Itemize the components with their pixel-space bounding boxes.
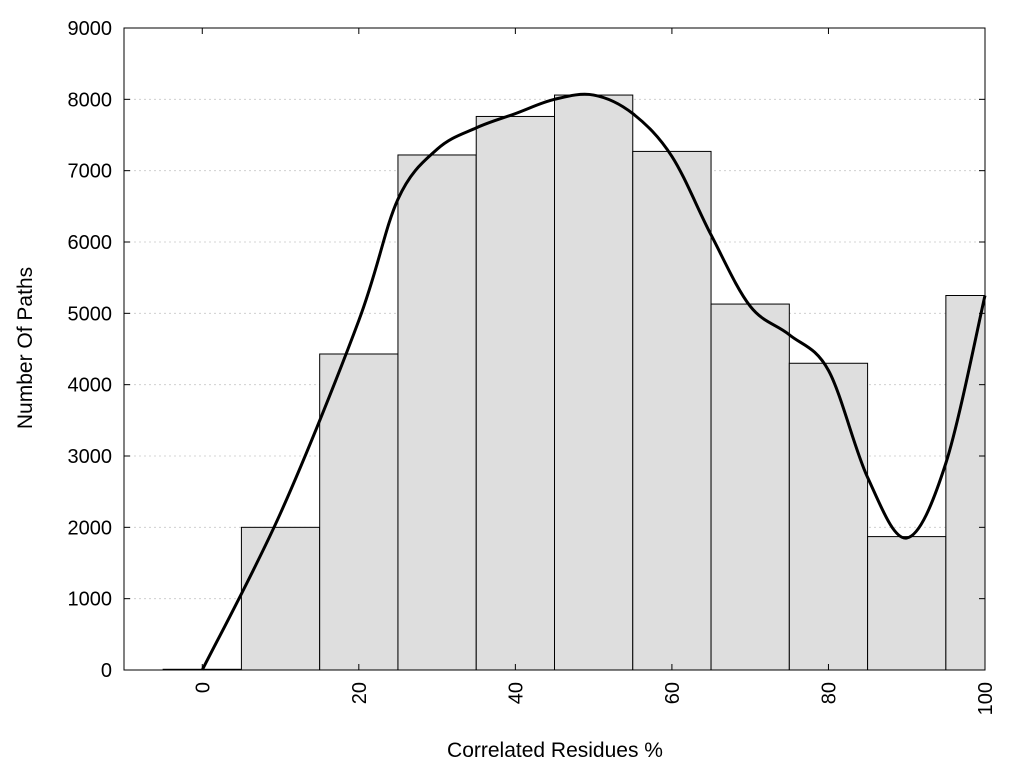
x-tick-label-60: 60 [662,682,684,704]
bar-90 [867,536,947,671]
y-tick-label-2000: 2000 [68,517,113,539]
y-tick-label-6000: 6000 [68,232,113,254]
y-tick-label-7000: 7000 [68,161,113,183]
curve-line [200,92,987,671]
bar-60 [632,150,712,671]
y-tick-label-9000: 9000 [68,18,113,40]
x-axis-label: Correlated Residues % [447,739,663,762]
bar-70 [710,303,790,671]
bar-30 [397,154,477,671]
y-axis-label: Number Of Paths [14,267,37,429]
x-tick-label-20: 20 [349,682,371,704]
y-tick-label-3000: 3000 [68,446,113,468]
bar-20 [319,353,399,671]
y-tick-label-5000: 5000 [68,303,113,325]
bar-100 [945,295,986,671]
x-tick-label-100: 100 [975,682,997,715]
x-tick-label-0: 0 [192,682,214,693]
y-axis-ticks: 0 1000 2000 3000 4000 5000 6000 7000 8000 9000 [68,18,985,682]
y-tick-label-1000: 1000 [68,589,113,611]
bars [162,94,986,671]
y-tick-label-0: 0 [101,660,112,682]
x-tick-label-40: 40 [505,682,527,704]
bar-80 [788,362,869,671]
bar-40 [475,115,555,671]
x-tick-label-80: 80 [818,682,840,704]
bar-50 [554,94,634,671]
plot-frame [123,27,986,671]
y-tick-label-4000: 4000 [68,375,113,397]
smoothed-curve [200,92,987,671]
bar-10 [240,526,321,671]
x-axis-ticks: 0 20 40 60 80 100 [192,28,997,715]
y-tick-label-8000: 8000 [68,89,113,111]
